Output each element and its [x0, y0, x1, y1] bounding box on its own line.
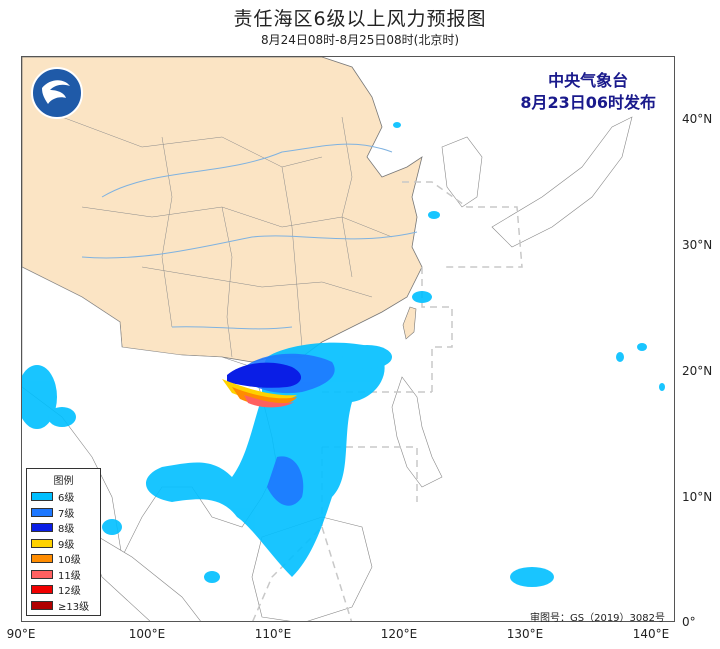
lon-label-100: 100°E — [128, 627, 166, 641]
legend-label: 10级 — [58, 555, 81, 567]
legend-label: 7级 — [58, 508, 75, 520]
legend-title: 图例 — [53, 476, 74, 487]
issuing-agency: 中央气象台 8月23日06时发布 — [520, 70, 656, 114]
legend-label: 12级 — [58, 586, 81, 598]
lat-label-40: 40°N — [682, 112, 713, 126]
lat-label-20: 20°N — [682, 364, 713, 378]
legend-label: 11级 — [58, 570, 81, 582]
legend-swatch — [31, 585, 53, 595]
legend-label: 8级 — [58, 524, 75, 536]
legend-label: 6级 — [58, 493, 75, 505]
legend-swatch — [31, 554, 53, 564]
legend-item: ≥13级 — [27, 598, 100, 614]
legend-swatch — [31, 492, 53, 502]
forecast-map — [21, 56, 675, 622]
province-boundaries — [61, 116, 393, 358]
legend-swatch — [31, 523, 53, 533]
lon-label-120: 120°E — [380, 627, 418, 641]
map-canvas — [22, 57, 665, 621]
lat-label-0: 0° — [682, 615, 696, 629]
philippine-islands — [391, 376, 443, 488]
legend-item: 11级 — [27, 567, 100, 583]
issue-time: 8月23日06时发布 — [520, 93, 656, 112]
map-subtitle: 8月24日08时-8月25日08时(北京时) — [260, 33, 460, 47]
legend-label: ≥13级 — [58, 601, 90, 613]
wind-area-level8 — [227, 362, 302, 388]
map-approval-number: 审图号：GS（2019）3082号 — [530, 613, 665, 624]
legend-item: 12级 — [27, 582, 100, 598]
legend-label: 9级 — [58, 539, 75, 551]
legend-item: 8级 — [27, 520, 100, 536]
wind-area-level11 — [244, 395, 294, 408]
lat-label-10: 10°N — [682, 490, 713, 504]
legend-swatch — [31, 538, 53, 548]
lat-label-30: 30°N — [682, 238, 713, 252]
lon-label-140: 140°E — [632, 627, 670, 641]
legend-swatch — [31, 569, 53, 579]
rivers — [81, 143, 418, 330]
lon-label-90: 90°E — [6, 627, 36, 641]
korea-peninsula — [441, 136, 483, 208]
legend-item: 9级 — [27, 536, 100, 552]
wind-area-level6 — [22, 122, 665, 587]
lon-label-110: 110°E — [254, 627, 292, 641]
wind-legend: 图例 6级 7级 8级 9级 10级 11级 12级 ≥13级 — [26, 468, 101, 616]
legend-swatch — [31, 507, 53, 517]
lon-label-130: 130°E — [506, 627, 544, 641]
japan-islands — [491, 116, 633, 248]
sumatra-island — [81, 526, 201, 621]
legend-swatch — [31, 600, 53, 610]
cma-logo — [30, 66, 84, 120]
legend-item: 10级 — [27, 551, 100, 567]
agency-name: 中央气象台 — [548, 71, 629, 90]
map-title: 责任海区6级以上风力预报图 — [233, 8, 487, 30]
legend-item: 7级 — [27, 505, 100, 521]
legend-item: 6级 — [27, 489, 100, 505]
taiwan-island — [402, 306, 417, 340]
